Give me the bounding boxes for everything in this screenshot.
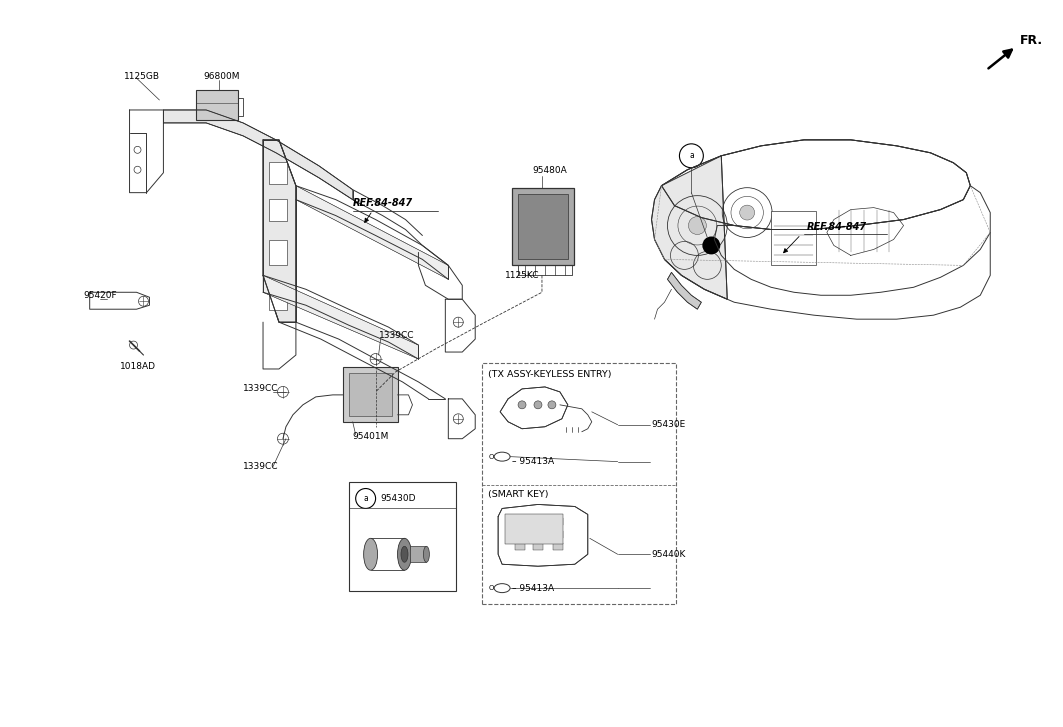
Bar [533,531,543,538]
Text: REF.84-847: REF.84-847 [353,198,412,208]
Ellipse shape [494,452,510,461]
Circle shape [740,205,755,220]
Text: 95480A: 95480A [532,166,567,175]
Text: 96800M: 96800M [203,71,240,81]
Text: REF.84-847: REF.84-847 [807,222,867,231]
Text: 1339CC: 1339CC [378,331,415,340]
Text: (SMART KEY): (SMART KEY) [488,490,549,499]
Polygon shape [500,387,568,429]
Polygon shape [164,110,353,200]
Polygon shape [263,140,296,322]
Bar [269,198,287,220]
Polygon shape [668,273,702,309]
Text: a: a [689,151,694,160]
Bar [505,515,563,545]
Ellipse shape [398,538,411,570]
Ellipse shape [423,546,429,562]
Bar [516,543,525,550]
Circle shape [518,401,526,409]
Circle shape [534,401,542,409]
Bar [553,543,563,550]
Bar [771,211,816,265]
FancyBboxPatch shape [197,90,238,120]
FancyBboxPatch shape [512,188,574,265]
Polygon shape [263,276,419,359]
Text: 1339CC: 1339CC [243,385,279,393]
Text: a: a [364,494,368,503]
Bar [269,240,287,265]
Ellipse shape [494,584,510,593]
Bar [269,289,287,310]
Text: 1339CC: 1339CC [243,462,279,471]
Text: 95430E: 95430E [652,420,686,429]
FancyBboxPatch shape [483,363,676,604]
Polygon shape [499,505,588,566]
Polygon shape [661,140,971,230]
Text: – 95413A: – 95413A [512,457,554,466]
Bar [410,546,426,562]
Text: O: O [488,585,493,591]
Polygon shape [652,156,727,300]
Bar [349,481,456,591]
Bar [516,518,525,526]
Text: 1125KC: 1125KC [505,271,540,280]
Bar [533,543,543,550]
Bar [349,373,391,416]
Bar [553,531,563,538]
Bar [516,531,525,538]
Text: FR.: FR. [1020,33,1043,47]
Circle shape [547,401,556,409]
Bar [553,518,563,526]
Text: (TX ASSY-KEYLESS ENTRY): (TX ASSY-KEYLESS ENTRY) [488,371,611,379]
Text: 95401M: 95401M [353,433,389,441]
Text: 95440K: 95440K [652,550,686,559]
Text: 95430D: 95430D [381,494,416,503]
Text: 95420F: 95420F [84,291,117,300]
Text: 1125GB: 1125GB [123,71,159,81]
Text: 1018AD: 1018AD [119,363,155,371]
Circle shape [703,236,721,254]
Bar [533,518,543,526]
Bar [269,162,287,184]
Text: O: O [488,454,493,459]
Polygon shape [296,185,449,279]
Circle shape [689,217,706,235]
Text: – 95413A: – 95413A [512,584,554,593]
Bar [518,193,568,260]
Ellipse shape [364,538,377,570]
FancyBboxPatch shape [342,367,398,422]
Ellipse shape [401,546,408,562]
